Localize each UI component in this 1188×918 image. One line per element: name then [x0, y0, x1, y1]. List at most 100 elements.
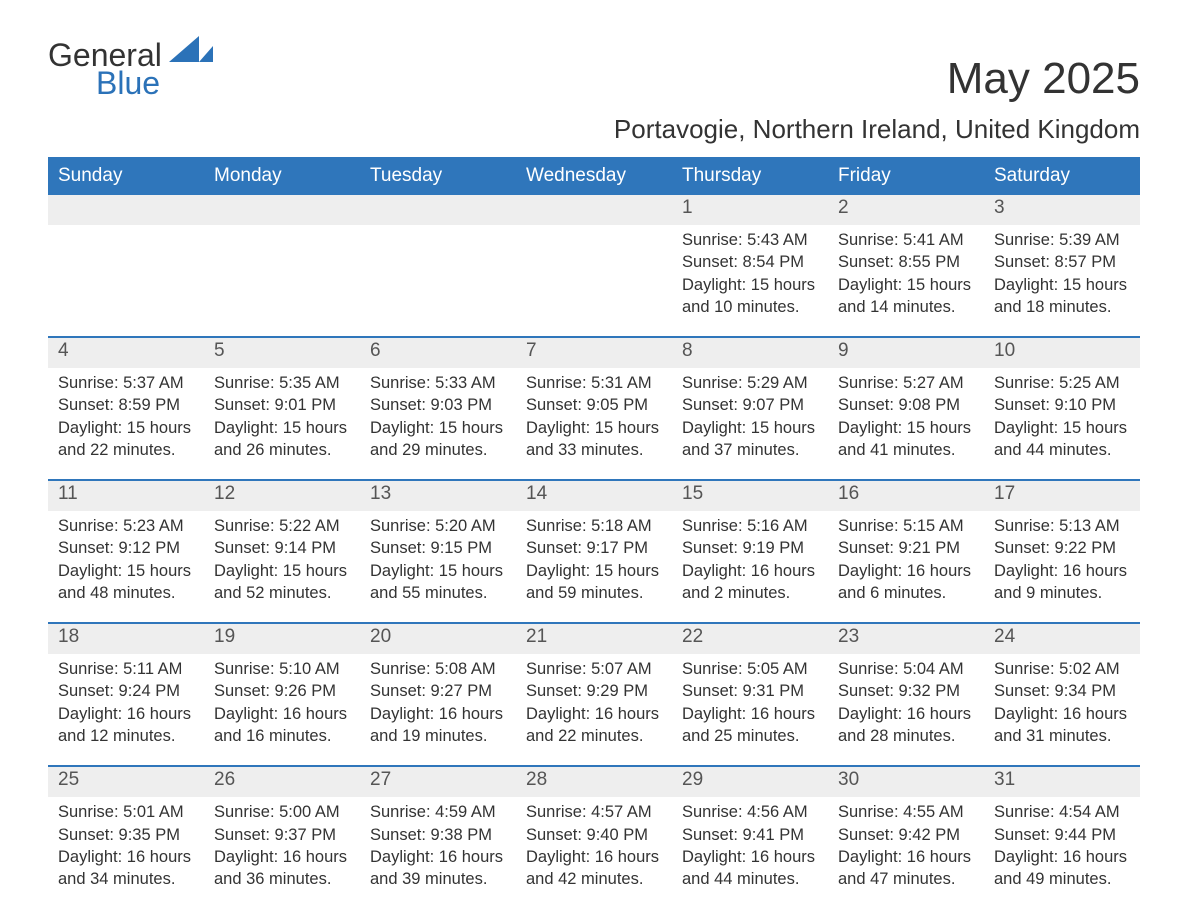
day-sunset: Sunset: 9:17 PM [526, 537, 662, 559]
day-content: Sunrise: 5:02 AMSunset: 9:34 PMDaylight:… [984, 654, 1140, 765]
daynum-cell [204, 195, 360, 225]
day-sunset: Sunset: 9:15 PM [370, 537, 506, 559]
day-content: Sunrise: 5:31 AMSunset: 9:05 PMDaylight:… [516, 368, 672, 479]
day-daylight1: Daylight: 16 hours [994, 703, 1130, 725]
day-content: Sunrise: 5:33 AMSunset: 9:03 PMDaylight:… [360, 368, 516, 479]
day-cell: Sunrise: 5:31 AMSunset: 9:05 PMDaylight:… [516, 368, 672, 480]
day-sunset: Sunset: 9:32 PM [838, 680, 974, 702]
day-sunrise: Sunrise: 5:08 AM [370, 658, 506, 680]
day-sunrise: Sunrise: 5:16 AM [682, 515, 818, 537]
day-number: 4 [48, 338, 204, 368]
day-sunrise: Sunrise: 5:29 AM [682, 372, 818, 394]
day-number: 29 [672, 767, 828, 797]
day-daylight1: Daylight: 15 hours [526, 560, 662, 582]
day-daylight1: Daylight: 16 hours [370, 703, 506, 725]
day-number: 25 [48, 767, 204, 797]
daynum-row: 25262728293031 [48, 766, 1140, 797]
day-content: Sunrise: 5:18 AMSunset: 9:17 PMDaylight:… [516, 511, 672, 622]
day-sunset: Sunset: 8:57 PM [994, 251, 1130, 273]
day-sunset: Sunset: 9:44 PM [994, 824, 1130, 846]
day-daylight1: Daylight: 15 hours [682, 274, 818, 296]
day-sunrise: Sunrise: 5:00 AM [214, 801, 350, 823]
day-daylight1: Daylight: 15 hours [994, 274, 1130, 296]
day-cell: Sunrise: 5:27 AMSunset: 9:08 PMDaylight:… [828, 368, 984, 480]
day-sunrise: Sunrise: 5:43 AM [682, 229, 818, 251]
day-cell: Sunrise: 4:55 AMSunset: 9:42 PMDaylight:… [828, 797, 984, 908]
day-daylight2: and 34 minutes. [58, 868, 194, 890]
day-sunset: Sunset: 9:12 PM [58, 537, 194, 559]
day-content [204, 225, 360, 335]
day-cell: Sunrise: 5:05 AMSunset: 9:31 PMDaylight:… [672, 654, 828, 766]
day-sunrise: Sunrise: 5:37 AM [58, 372, 194, 394]
daynum-cell: 23 [828, 623, 984, 654]
day-daylight1: Daylight: 16 hours [994, 560, 1130, 582]
day-sunrise: Sunrise: 5:20 AM [370, 515, 506, 537]
day-cell: Sunrise: 5:29 AMSunset: 9:07 PMDaylight:… [672, 368, 828, 480]
daynum-cell: 20 [360, 623, 516, 654]
day-sunset: Sunset: 9:38 PM [370, 824, 506, 846]
day-sunrise: Sunrise: 4:56 AM [682, 801, 818, 823]
day-sunset: Sunset: 9:03 PM [370, 394, 506, 416]
day-sunrise: Sunrise: 5:41 AM [838, 229, 974, 251]
day-content [48, 225, 204, 335]
day-sunset: Sunset: 9:26 PM [214, 680, 350, 702]
day-daylight2: and 37 minutes. [682, 439, 818, 461]
day-cell: Sunrise: 5:07 AMSunset: 9:29 PMDaylight:… [516, 654, 672, 766]
day-content: Sunrise: 5:20 AMSunset: 9:15 PMDaylight:… [360, 511, 516, 622]
day-daylight2: and 28 minutes. [838, 725, 974, 747]
daynum-cell: 12 [204, 480, 360, 511]
daynum-cell: 19 [204, 623, 360, 654]
day-daylight1: Daylight: 16 hours [58, 846, 194, 868]
day-sunset: Sunset: 9:37 PM [214, 824, 350, 846]
day-cell: Sunrise: 5:13 AMSunset: 9:22 PMDaylight:… [984, 511, 1140, 623]
content-row: Sunrise: 5:11 AMSunset: 9:24 PMDaylight:… [48, 654, 1140, 766]
day-content: Sunrise: 4:55 AMSunset: 9:42 PMDaylight:… [828, 797, 984, 908]
daynum-row: 123 [48, 195, 1140, 225]
day-content: Sunrise: 5:16 AMSunset: 9:19 PMDaylight:… [672, 511, 828, 622]
day-content: Sunrise: 4:59 AMSunset: 9:38 PMDaylight:… [360, 797, 516, 908]
day-cell: Sunrise: 5:11 AMSunset: 9:24 PMDaylight:… [48, 654, 204, 766]
daynum-cell: 21 [516, 623, 672, 654]
day-number: 26 [204, 767, 360, 797]
day-cell: Sunrise: 5:10 AMSunset: 9:26 PMDaylight:… [204, 654, 360, 766]
daynum-cell: 9 [828, 337, 984, 368]
day-sunset: Sunset: 9:40 PM [526, 824, 662, 846]
day-number: 18 [48, 624, 204, 654]
daynum-cell: 10 [984, 337, 1140, 368]
daynum-cell: 8 [672, 337, 828, 368]
day-number [48, 195, 204, 225]
header: General Blue May 2025 [48, 36, 1140, 104]
day-cell: Sunrise: 5:15 AMSunset: 9:21 PMDaylight:… [828, 511, 984, 623]
day-number: 11 [48, 481, 204, 511]
day-sunset: Sunset: 9:42 PM [838, 824, 974, 846]
day-content: Sunrise: 5:29 AMSunset: 9:07 PMDaylight:… [672, 368, 828, 479]
day-sunrise: Sunrise: 5:13 AM [994, 515, 1130, 537]
day-sunrise: Sunrise: 5:25 AM [994, 372, 1130, 394]
day-daylight2: and 36 minutes. [214, 868, 350, 890]
day-daylight1: Daylight: 15 hours [370, 417, 506, 439]
daynum-cell: 25 [48, 766, 204, 797]
column-header: Thursday [672, 157, 828, 195]
day-number: 8 [672, 338, 828, 368]
day-number: 6 [360, 338, 516, 368]
day-daylight2: and 18 minutes. [994, 296, 1130, 318]
day-sunrise: Sunrise: 5:04 AM [838, 658, 974, 680]
day-number: 22 [672, 624, 828, 654]
day-number: 27 [360, 767, 516, 797]
day-cell: Sunrise: 5:37 AMSunset: 8:59 PMDaylight:… [48, 368, 204, 480]
day-number: 24 [984, 624, 1140, 654]
day-daylight1: Daylight: 16 hours [682, 703, 818, 725]
daynum-cell: 7 [516, 337, 672, 368]
daynum-cell [516, 195, 672, 225]
day-content: Sunrise: 5:05 AMSunset: 9:31 PMDaylight:… [672, 654, 828, 765]
day-content: Sunrise: 5:22 AMSunset: 9:14 PMDaylight:… [204, 511, 360, 622]
day-content: Sunrise: 5:15 AMSunset: 9:21 PMDaylight:… [828, 511, 984, 622]
day-daylight1: Daylight: 15 hours [526, 417, 662, 439]
daynum-cell: 18 [48, 623, 204, 654]
day-number: 3 [984, 195, 1140, 225]
day-daylight2: and 9 minutes. [994, 582, 1130, 604]
day-number: 19 [204, 624, 360, 654]
day-daylight2: and 49 minutes. [994, 868, 1130, 890]
day-number: 23 [828, 624, 984, 654]
day-sunset: Sunset: 8:55 PM [838, 251, 974, 273]
